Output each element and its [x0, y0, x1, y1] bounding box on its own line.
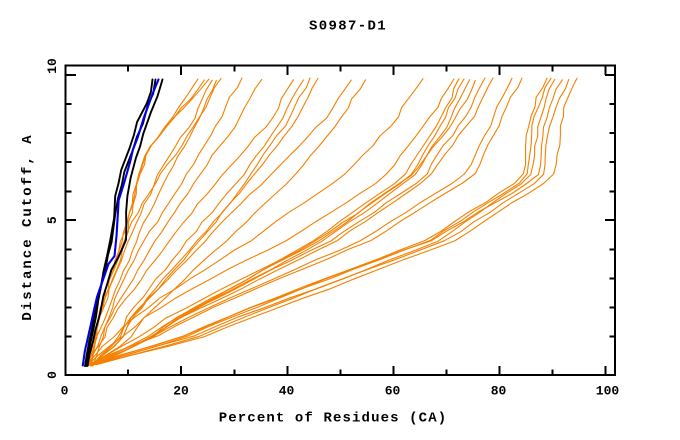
svg-text:10: 10	[45, 58, 60, 74]
svg-text:100: 100	[596, 384, 620, 399]
svg-text:5: 5	[45, 216, 60, 224]
svg-text:0: 0	[45, 371, 60, 379]
svg-text:S0987-D1: S0987-D1	[309, 19, 387, 35]
svg-text:20: 20	[173, 384, 189, 399]
svg-text:Distance Cutoff, A: Distance Cutoff, A	[20, 133, 36, 320]
svg-text:0: 0	[61, 384, 69, 399]
svg-text:40: 40	[279, 384, 295, 399]
svg-text:60: 60	[385, 384, 401, 399]
svg-text:80: 80	[491, 384, 507, 399]
svg-text:Percent of Residues (CA): Percent of Residues (CA)	[219, 411, 448, 427]
